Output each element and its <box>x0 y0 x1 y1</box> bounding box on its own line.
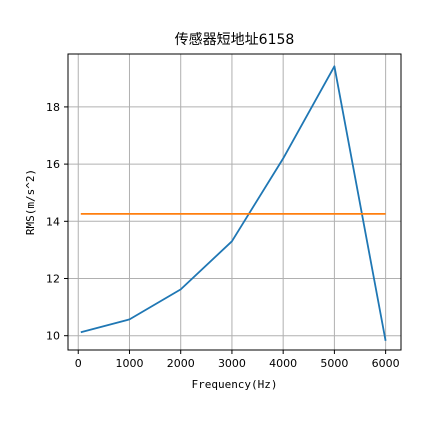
grid <box>68 54 401 350</box>
x-tick-label: 3000 <box>218 357 246 370</box>
y-axis: 10 12 14 16 18 <box>46 101 68 343</box>
x-tick-label: 0 <box>75 357 82 370</box>
series-layer <box>80 65 387 341</box>
x-tick-label: 1000 <box>115 357 143 370</box>
y-tick-label: 16 <box>46 158 60 171</box>
x-tick-label: 2000 <box>167 357 195 370</box>
plot-frame <box>67 53 402 351</box>
series-line-1 <box>80 65 387 341</box>
y-tick-label: 12 <box>46 273 60 286</box>
x-tick-label: 5000 <box>320 357 348 370</box>
x-axis: 0 1000 2000 3000 4000 5000 6000 <box>75 350 400 370</box>
y-tick-label: 10 <box>46 330 60 343</box>
x-tick-label: 6000 <box>372 357 400 370</box>
y-tick-label: 18 <box>46 101 60 114</box>
x-axis-label: Frequency(Hz) <box>191 378 277 391</box>
chart-title: 传感器短地址6158 <box>175 31 295 48</box>
x-tick-label: 4000 <box>269 357 297 370</box>
y-axis-label: RMS(m/s^2) <box>24 169 37 235</box>
y-tick-label: 14 <box>46 215 60 228</box>
